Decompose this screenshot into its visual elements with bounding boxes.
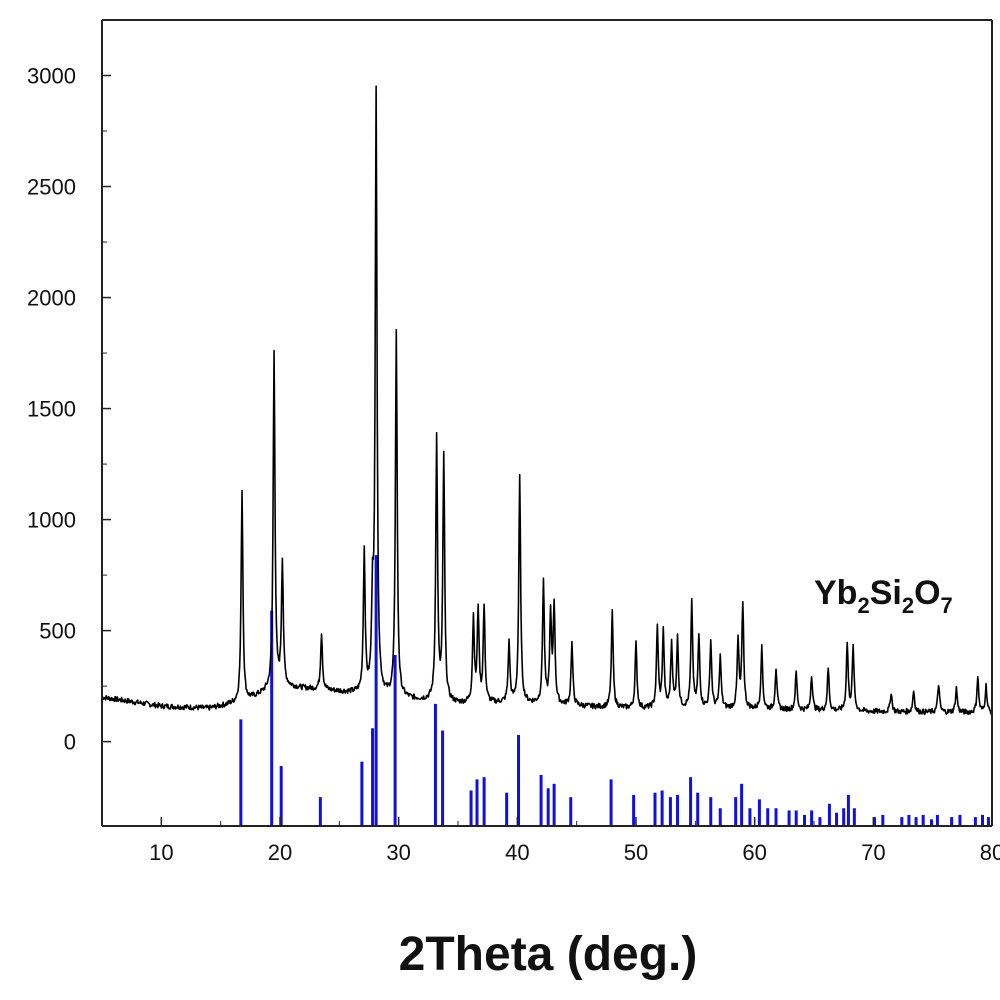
y-tick-label: 2500 [27,175,76,200]
reference-sticks [239,555,990,826]
formula-text: Yb [814,574,857,612]
tick-labels: 10 20 30 40 50 60 70 80 0 500 1000 1500 2000 2500 3000 [27,64,1000,865]
x-tick-label: 20 [268,840,292,865]
formula-text: Si [870,574,902,612]
axes [101,19,993,827]
x-tick-label: 70 [861,840,885,865]
formula-text: O [914,574,940,612]
x-tick-label: 80 [980,840,1000,865]
y-tick-label: 500 [39,619,76,644]
x-tick-label: 10 [149,840,173,865]
compound-label: Yb2Si2O7 [814,574,953,618]
formula-subscript: 2 [857,593,869,618]
y-tick-label: 1500 [27,397,76,422]
x-axis-label: 2Theta (deg.) [399,928,698,981]
xrd-pattern-line [101,85,993,716]
y-tick-label: 1000 [27,508,76,533]
x-tick-label: 60 [742,840,766,865]
y-tick-label: 2000 [27,286,76,311]
y-tick-label: 3000 [27,64,76,89]
x-tick-label: 40 [505,840,529,865]
y-tick-label: 0 [64,730,76,755]
x-tick-label: 30 [386,840,410,865]
x-tick-label: 50 [624,840,648,865]
formula-subscript: 2 [902,593,914,618]
formula-subscript: 7 [941,593,953,618]
